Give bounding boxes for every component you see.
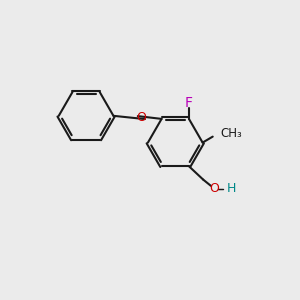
Text: H: H — [227, 182, 236, 195]
Text: O: O — [210, 182, 219, 195]
Text: CH₃: CH₃ — [220, 127, 242, 140]
Text: O: O — [136, 111, 146, 124]
Text: F: F — [185, 95, 193, 110]
